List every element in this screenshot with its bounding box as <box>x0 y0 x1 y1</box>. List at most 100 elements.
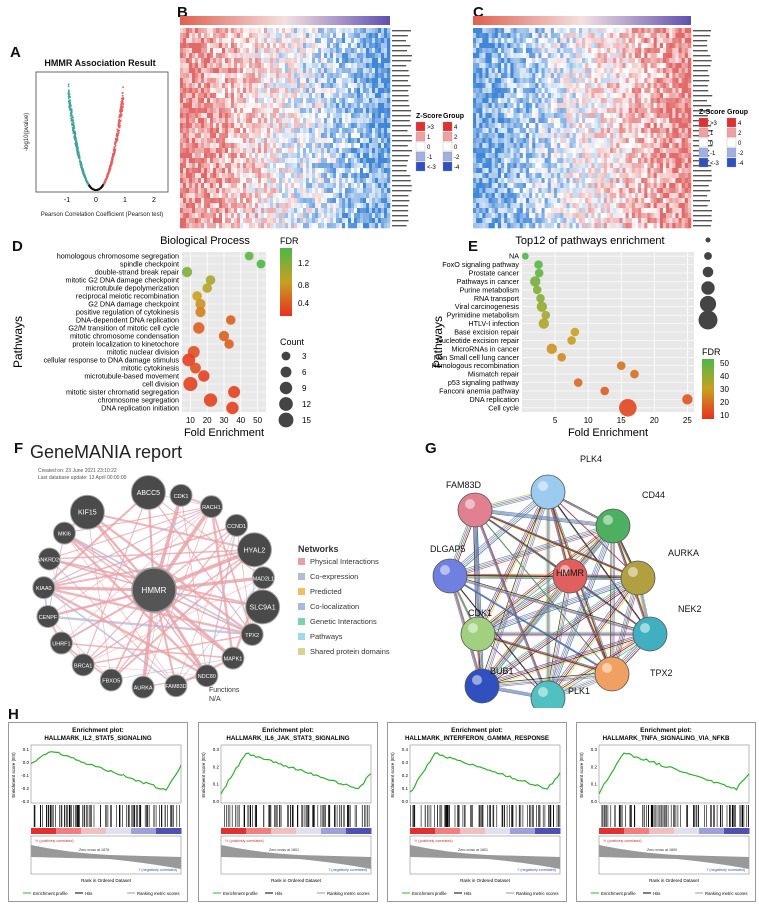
heatmap-cell <box>510 83 514 89</box>
heatmap-cell <box>348 78 352 84</box>
heatmap-cell <box>566 108 570 114</box>
heatmap-cell <box>544 68 549 74</box>
heatmap-cell <box>192 213 196 219</box>
heatmap-cell <box>297 208 301 214</box>
heatmap-cell <box>529 73 533 79</box>
heatmap-cell <box>318 223 322 229</box>
heatmap-cell <box>348 133 352 139</box>
heatmap-cell <box>309 103 313 109</box>
heatmap-cell <box>180 78 184 84</box>
heatmap-cell <box>267 68 271 74</box>
heatmap-cell <box>522 63 527 69</box>
heatmap-cell <box>497 213 502 219</box>
heatmap-cell <box>276 188 280 194</box>
heatmap-cell <box>237 213 241 219</box>
heatmap-cell <box>258 98 262 104</box>
heatmap-cell <box>213 163 217 169</box>
heatmap-cell <box>507 203 511 209</box>
heatmap-cell <box>541 28 545 34</box>
heatmap-cell <box>339 158 343 164</box>
heatmap-cell <box>261 213 265 219</box>
heatmap-cell <box>525 28 530 34</box>
heatmap-cell <box>198 163 202 169</box>
heatmap-cell <box>258 38 262 44</box>
heatmap-cell <box>303 103 307 109</box>
heatmap-cell <box>345 218 349 224</box>
heatmap-cell <box>321 153 325 159</box>
heatmap-cell <box>318 178 322 184</box>
heatmap-cell <box>544 38 549 44</box>
heatmap-cell <box>318 58 322 64</box>
heatmap-cell <box>357 208 361 214</box>
heatmap-cell <box>207 43 211 49</box>
heatmap-cell <box>479 178 483 184</box>
heatmap-cell <box>507 198 511 204</box>
heatmap-cell <box>309 173 313 179</box>
heatmap-cell <box>198 33 202 39</box>
heatmap-cell <box>339 188 343 194</box>
heatmap-cell <box>225 68 229 74</box>
heatmap-cell <box>510 33 514 39</box>
heatmap-cell <box>243 38 247 44</box>
heatmap-cell <box>342 178 346 184</box>
heatmap-cell <box>488 178 492 184</box>
heatmap-cell <box>318 88 322 94</box>
heatmap-cell <box>258 48 262 54</box>
heatmap-cell <box>273 88 277 94</box>
heatmap-cell <box>381 213 385 219</box>
heatmap-cell <box>216 103 220 109</box>
volcano-point <box>115 133 118 136</box>
heatmap-cell <box>494 148 499 154</box>
heatmap-cell <box>300 48 304 54</box>
heatmap-cell <box>560 218 564 224</box>
heatmap-cell <box>507 148 511 154</box>
heatmap-cell <box>273 148 277 154</box>
heatmap-cell <box>366 108 370 114</box>
heatmap-cell <box>519 163 524 169</box>
heatmap-cell <box>497 143 502 149</box>
heatmap-cell <box>186 38 190 44</box>
heatmap-cell <box>318 43 322 49</box>
heatmap-cell <box>501 213 505 219</box>
heatmap-cell <box>482 118 486 124</box>
heatmap-cell <box>294 93 298 99</box>
heatmap-cell <box>348 208 352 214</box>
heatmap-cell <box>264 88 268 94</box>
heatmap-cell <box>201 213 205 219</box>
heatmap-cell <box>243 133 247 139</box>
heatmap-cell <box>544 173 549 179</box>
heatmap-cell <box>321 198 325 204</box>
heatmap-cell <box>186 208 190 214</box>
heatmap-cell <box>535 88 539 94</box>
heatmap-cell <box>345 108 349 114</box>
heatmap-cell <box>485 163 489 169</box>
heatmap-cell <box>485 38 489 44</box>
heatmap-cell <box>186 143 190 149</box>
heatmap-cell <box>255 28 259 34</box>
heatmap-cell <box>369 63 373 69</box>
heatmap-cell <box>318 63 322 69</box>
heatmap-cell <box>258 33 262 39</box>
heatmap-cell <box>375 223 379 229</box>
heatmap-cell <box>243 78 247 84</box>
heatmap-cell <box>246 153 250 159</box>
heatmap-cell <box>312 43 316 49</box>
volcano-point <box>113 149 115 151</box>
heatmap-cell <box>327 123 331 129</box>
heatmap-cell <box>312 183 316 189</box>
heatmap-cell <box>333 48 337 54</box>
heatmap-cell <box>213 133 217 139</box>
heatmap-cell <box>318 103 322 109</box>
heatmap-cell <box>345 63 349 69</box>
heatmap-cell <box>351 218 355 224</box>
heatmap-cell <box>306 148 310 154</box>
heatmap-cell <box>306 153 310 159</box>
heatmap-cell <box>255 38 259 44</box>
heatmap-cell <box>216 33 220 39</box>
heatmap-cell <box>507 168 511 174</box>
heatmap-cell <box>243 48 247 54</box>
heatmap-cell <box>276 178 280 184</box>
volcano-point <box>122 92 124 94</box>
heatmap-cell <box>279 123 283 129</box>
heatmap-cell <box>225 28 229 34</box>
